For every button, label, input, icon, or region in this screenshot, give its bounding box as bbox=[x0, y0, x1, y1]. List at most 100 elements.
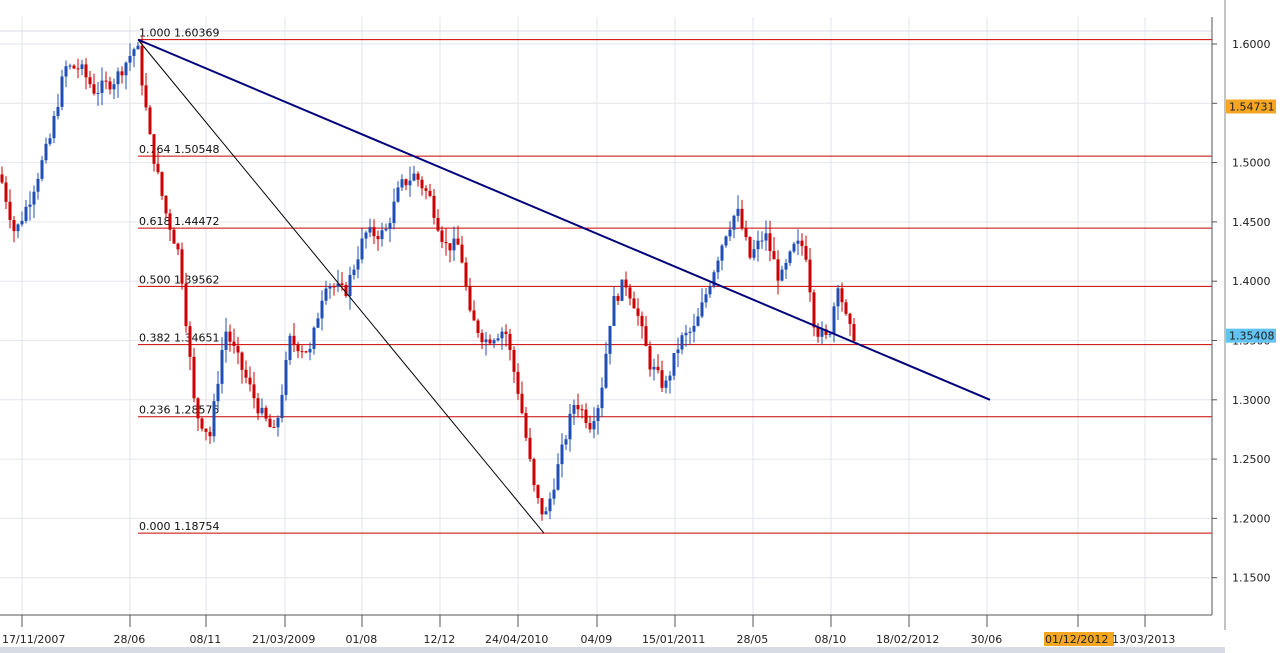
candle-body bbox=[592, 421, 596, 430]
candle-body bbox=[112, 84, 116, 90]
candle-body bbox=[316, 318, 320, 328]
candle-body bbox=[280, 394, 284, 418]
x-tick-label: 30/06 bbox=[971, 633, 1003, 646]
candle-body bbox=[436, 217, 440, 231]
x-tick-label: 13/03/2013 bbox=[1112, 633, 1175, 646]
candle-body bbox=[508, 333, 512, 350]
candle-body bbox=[652, 366, 656, 370]
candle-body bbox=[832, 306, 836, 334]
candle-body bbox=[368, 227, 372, 233]
x-tick-label: 08/10 bbox=[815, 633, 847, 646]
candle-body bbox=[224, 331, 228, 351]
fib-level-label: 0.764 1.50548 bbox=[139, 143, 219, 156]
candle-body bbox=[672, 353, 676, 376]
candle-body bbox=[760, 240, 764, 242]
candle-body bbox=[128, 55, 132, 63]
x-tick-label: 24/04/2010 bbox=[485, 633, 548, 646]
candle-body bbox=[828, 333, 832, 335]
candle-body bbox=[500, 331, 504, 339]
candle-body bbox=[768, 233, 772, 252]
candle-body bbox=[164, 195, 168, 214]
candle-body bbox=[160, 172, 164, 196]
candle-body bbox=[464, 262, 468, 287]
retracement-diagonal[interactable] bbox=[137, 39, 545, 534]
candle-body bbox=[552, 489, 556, 499]
candle-body bbox=[708, 286, 712, 295]
price-tag bbox=[1226, 328, 1276, 343]
candle-body bbox=[724, 236, 728, 246]
candle-body bbox=[528, 437, 532, 460]
candle-body bbox=[852, 323, 856, 341]
candle-body bbox=[824, 329, 828, 335]
candle-body bbox=[412, 173, 416, 181]
candle-body bbox=[20, 220, 24, 225]
candle-body bbox=[24, 206, 28, 221]
candle-body bbox=[584, 409, 588, 424]
candle-body bbox=[572, 404, 576, 414]
candle-body bbox=[544, 511, 548, 515]
candle-body bbox=[536, 485, 540, 499]
downtrend-line[interactable] bbox=[137, 38, 991, 401]
candle-body bbox=[772, 251, 776, 260]
candle-body bbox=[604, 353, 608, 388]
candle-body bbox=[812, 292, 816, 328]
candle-body bbox=[488, 339, 492, 344]
candle-body bbox=[64, 66, 68, 77]
candle-body bbox=[400, 179, 404, 188]
price-tag bbox=[1226, 99, 1276, 114]
candle-body bbox=[800, 240, 804, 247]
candle-body bbox=[312, 327, 316, 349]
candle-body bbox=[392, 201, 396, 224]
candle-body bbox=[236, 345, 240, 353]
x-tick-label: 12/12 bbox=[424, 633, 456, 646]
candle-body bbox=[284, 359, 288, 395]
candle-body bbox=[376, 236, 380, 240]
candle-body bbox=[640, 315, 644, 327]
candle-body bbox=[784, 262, 788, 270]
candle-body bbox=[748, 237, 752, 258]
candle-body bbox=[692, 325, 696, 332]
candle-body bbox=[216, 383, 220, 402]
candle-body bbox=[240, 352, 244, 370]
candle-body bbox=[580, 409, 584, 411]
candle-body bbox=[492, 340, 496, 344]
y-tick-label: 1.4000 bbox=[1232, 275, 1271, 288]
candle-body bbox=[40, 160, 44, 179]
candle-body bbox=[720, 245, 724, 261]
candle-body bbox=[76, 68, 80, 70]
candle-body bbox=[556, 464, 560, 490]
candle-body bbox=[408, 180, 412, 186]
candle-body bbox=[304, 351, 308, 353]
candle-body bbox=[308, 348, 312, 353]
candle-body bbox=[420, 179, 424, 189]
candle-body bbox=[168, 213, 172, 230]
candle-body bbox=[360, 238, 364, 260]
candle-body bbox=[756, 240, 760, 250]
x-tick-label: 21/03/2009 bbox=[252, 633, 315, 646]
candle-body bbox=[476, 320, 480, 334]
y-tick-label: 1.5000 bbox=[1232, 157, 1271, 170]
candle-body bbox=[456, 238, 460, 245]
trendlines[interactable] bbox=[137, 38, 991, 534]
candle-body bbox=[132, 49, 136, 56]
candle-body bbox=[776, 259, 780, 281]
candle-body bbox=[12, 219, 16, 232]
x-tick-label: 01/12/2012 bbox=[1045, 633, 1108, 646]
candle-body bbox=[140, 45, 144, 86]
candle-body bbox=[320, 300, 324, 319]
candle-body bbox=[520, 393, 524, 414]
candle-body bbox=[92, 84, 96, 94]
x-tick-label: 17/11/2007 bbox=[2, 633, 65, 646]
candle-body bbox=[36, 178, 40, 192]
candle-body bbox=[732, 215, 736, 230]
y-axis: 1.60001.55001.50001.45001.40001.35001.30… bbox=[1211, 0, 1276, 630]
candle-body bbox=[68, 65, 72, 67]
scrollbar-track[interactable] bbox=[0, 647, 1225, 653]
candle-body bbox=[836, 288, 840, 307]
candle-body bbox=[588, 423, 592, 430]
candle-body bbox=[300, 351, 304, 353]
candle-body bbox=[644, 326, 648, 347]
candle-body bbox=[764, 233, 768, 241]
fib-level-label: 0.382 1.34651 bbox=[139, 332, 219, 345]
fib-level-label: 1.000 1.60369 bbox=[139, 27, 219, 40]
